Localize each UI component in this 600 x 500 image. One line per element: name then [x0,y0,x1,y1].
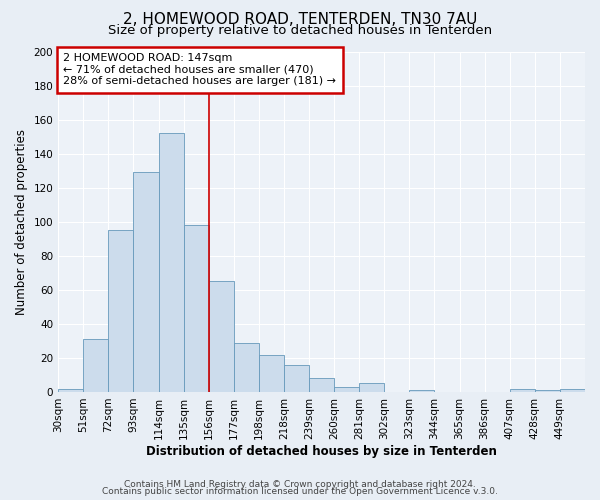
Bar [309,378,334,392]
Bar [334,387,359,392]
Bar [234,342,259,392]
Text: Contains public sector information licensed under the Open Government Licence v.: Contains public sector information licen… [102,488,498,496]
Bar [359,384,385,392]
Bar [158,133,184,392]
Bar [259,354,284,392]
Y-axis label: Number of detached properties: Number of detached properties [15,128,28,314]
X-axis label: Distribution of detached houses by size in Tenterden: Distribution of detached houses by size … [146,444,497,458]
Bar [510,388,535,392]
Bar [209,282,234,392]
Bar [83,339,109,392]
Text: Contains HM Land Registry data © Crown copyright and database right 2024.: Contains HM Land Registry data © Crown c… [124,480,476,489]
Text: 2 HOMEWOOD ROAD: 147sqm
← 71% of detached houses are smaller (470)
28% of semi-d: 2 HOMEWOOD ROAD: 147sqm ← 71% of detache… [64,53,337,86]
Text: 2, HOMEWOOD ROAD, TENTERDEN, TN30 7AU: 2, HOMEWOOD ROAD, TENTERDEN, TN30 7AU [123,12,477,28]
Bar [133,172,158,392]
Bar [284,364,309,392]
Bar [58,388,83,392]
Bar [109,230,133,392]
Bar [535,390,560,392]
Text: Size of property relative to detached houses in Tenterden: Size of property relative to detached ho… [108,24,492,37]
Bar [409,390,434,392]
Bar [560,388,585,392]
Bar [184,225,209,392]
